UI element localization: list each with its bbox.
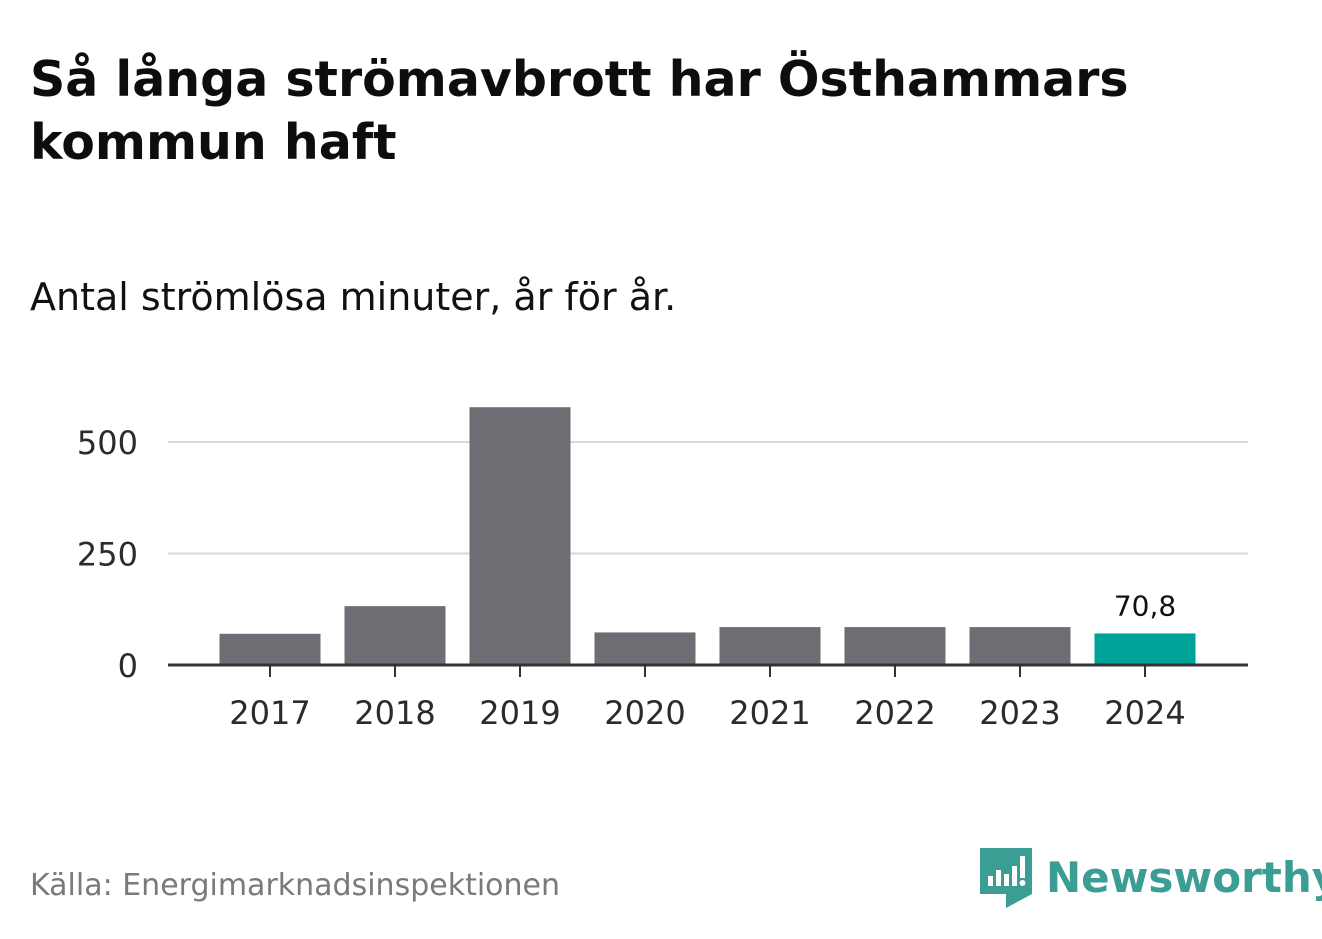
chart-subtitle: Antal strömlösa minuter, år för år. [30, 275, 677, 319]
y-tick-label-0: 0 [118, 647, 138, 685]
data-label-2024: 70,8 [1114, 589, 1176, 622]
axes [168, 663, 1248, 677]
x-tick-label-2023: 2023 [979, 694, 1060, 732]
x-tick-label-2020: 2020 [604, 694, 685, 732]
newsworthy-logo-icon [980, 848, 1032, 908]
x-tick-label-2018: 2018 [354, 694, 435, 732]
labels: 0 250 500 2017 2018 2019 2020 2021 2022 2023 2024 7… [77, 424, 1186, 732]
gridlines [168, 441, 1248, 555]
y-tick-label-500: 500 [77, 424, 138, 462]
bars [219, 407, 1196, 665]
bar-2021 [719, 627, 821, 665]
bar-2018 [344, 606, 446, 665]
x-tick-label-2022: 2022 [854, 694, 935, 732]
y-tick-label-250: 250 [77, 536, 138, 574]
source-note: Källa: Energimarknadsinspektionen [30, 868, 561, 903]
bar-2023 [969, 627, 1071, 665]
bar-2020 [594, 632, 696, 665]
x-tick-label-2017: 2017 [229, 694, 310, 732]
x-tick-label-2019: 2019 [479, 694, 560, 732]
bar-2022 [844, 627, 946, 665]
x-tick-label-2021: 2021 [729, 694, 810, 732]
bar-chart: 0 250 500 2017 2018 2019 2020 2021 2022 2023 2024 7… [77, 407, 1248, 732]
chart-title: Så långa strömavbrott har Östhammars kom… [30, 51, 1129, 171]
brand-logo: Newsworthy [980, 848, 1322, 908]
bar-2019 [469, 407, 571, 665]
x-tick-label-2024: 2024 [1104, 694, 1185, 732]
bar-2024 [1094, 633, 1196, 665]
brand-name: Newsworthy [1046, 853, 1322, 902]
bar-2017 [219, 633, 321, 665]
